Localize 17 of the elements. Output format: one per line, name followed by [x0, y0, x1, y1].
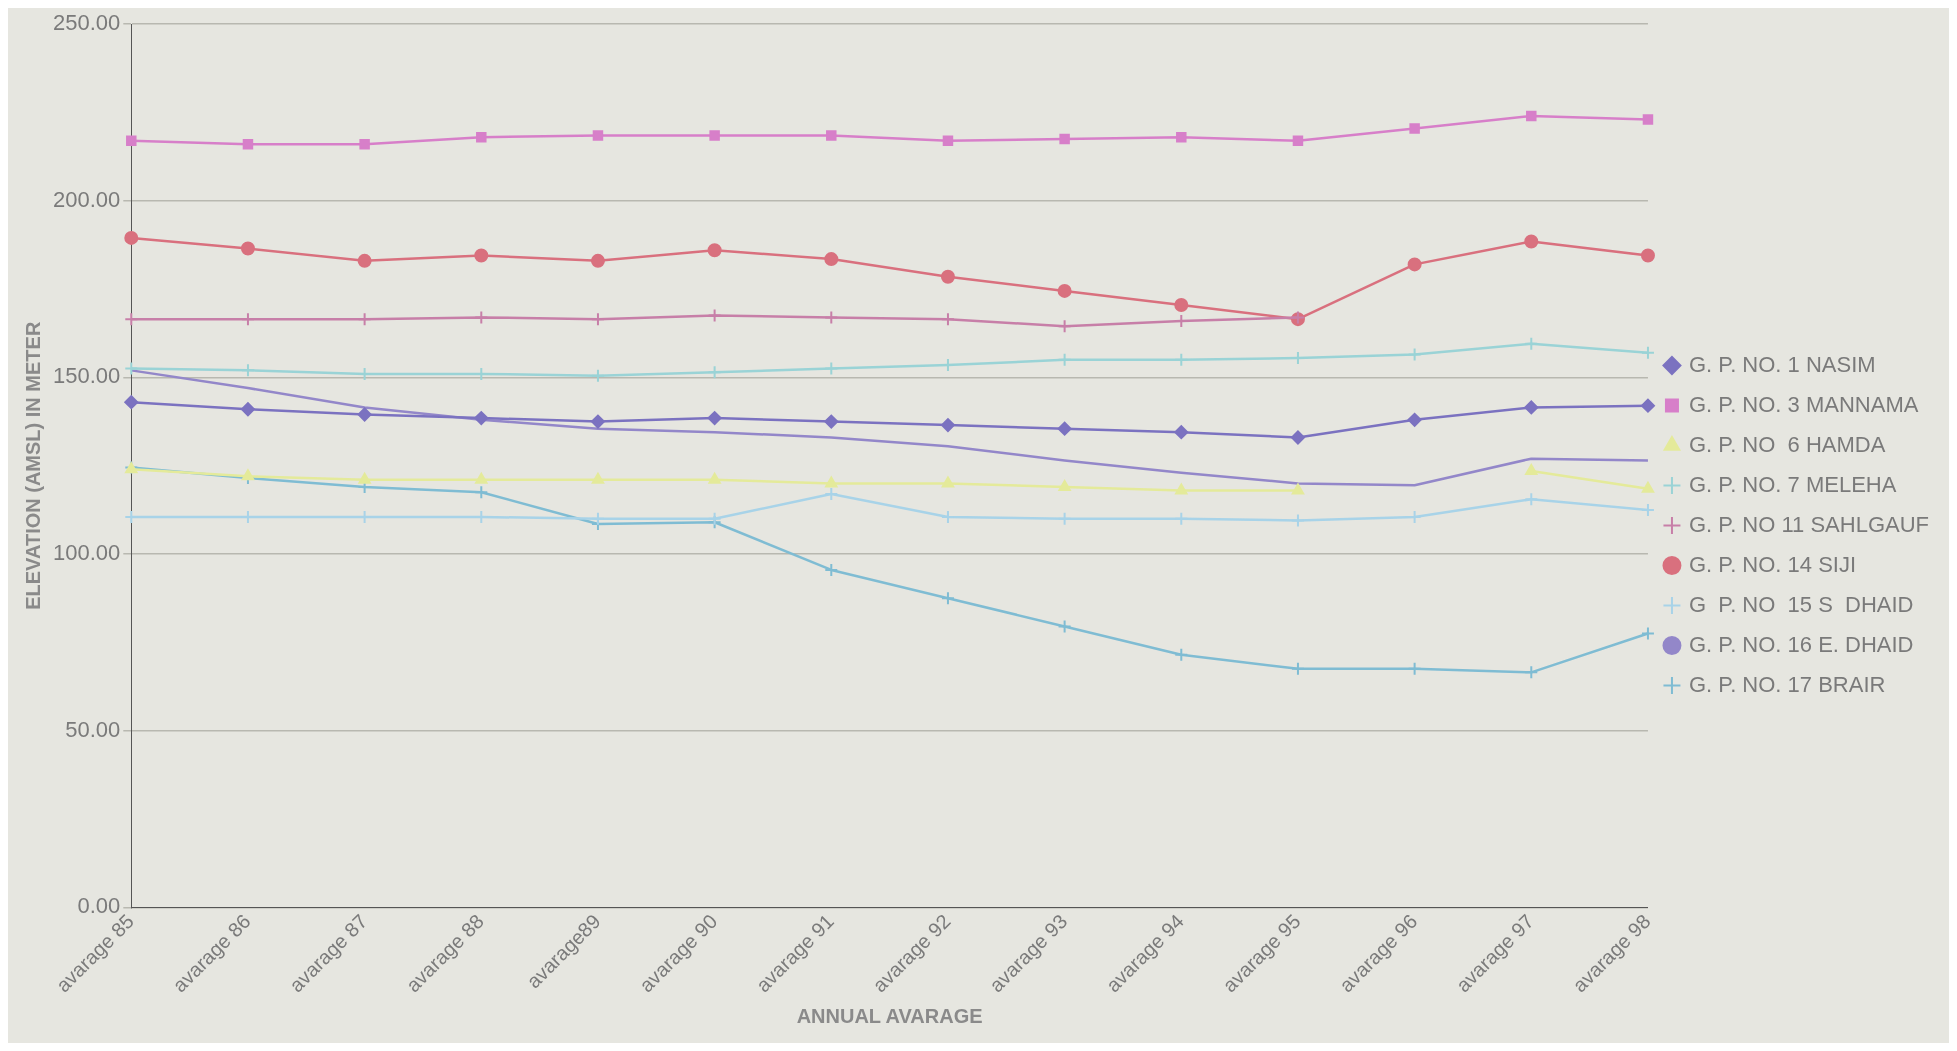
y-axis-title: ELEVATION (AMSL) IN METER: [21, 321, 44, 610]
legend-label: G. P. NO. 14 SIJI: [1688, 551, 1857, 577]
y-tick-label: 50.00: [65, 716, 121, 742]
y-tick-label: 0.00: [77, 893, 121, 919]
legend-label: G. P. NO 11 SAHLGAUF: [1688, 511, 1929, 537]
y-tick-label: 100.00: [52, 540, 121, 566]
legend-label: G. P. NO 6 HAMDA: [1688, 431, 1886, 457]
y-tick-label: 200.00: [52, 186, 121, 212]
legend-label: G. P. NO. 1 NASIM: [1688, 351, 1876, 377]
legend-label: G. P. NO. 7 MELEHA: [1688, 471, 1897, 497]
y-tick-label: 250.00: [52, 10, 121, 36]
legend-label: G. P. NO. 17 BRAIR: [1688, 671, 1886, 697]
legend-label: G P. NO 15 S DHAID: [1688, 591, 1914, 617]
y-tick-label: 150.00: [52, 363, 121, 389]
x-axis-title: ANNUAL AVARAGE: [796, 1004, 983, 1027]
legend-label: G. P. NO. 3 MANNAMA: [1688, 391, 1919, 417]
legend-label: G. P. NO. 16 E. DHAID: [1688, 631, 1914, 657]
